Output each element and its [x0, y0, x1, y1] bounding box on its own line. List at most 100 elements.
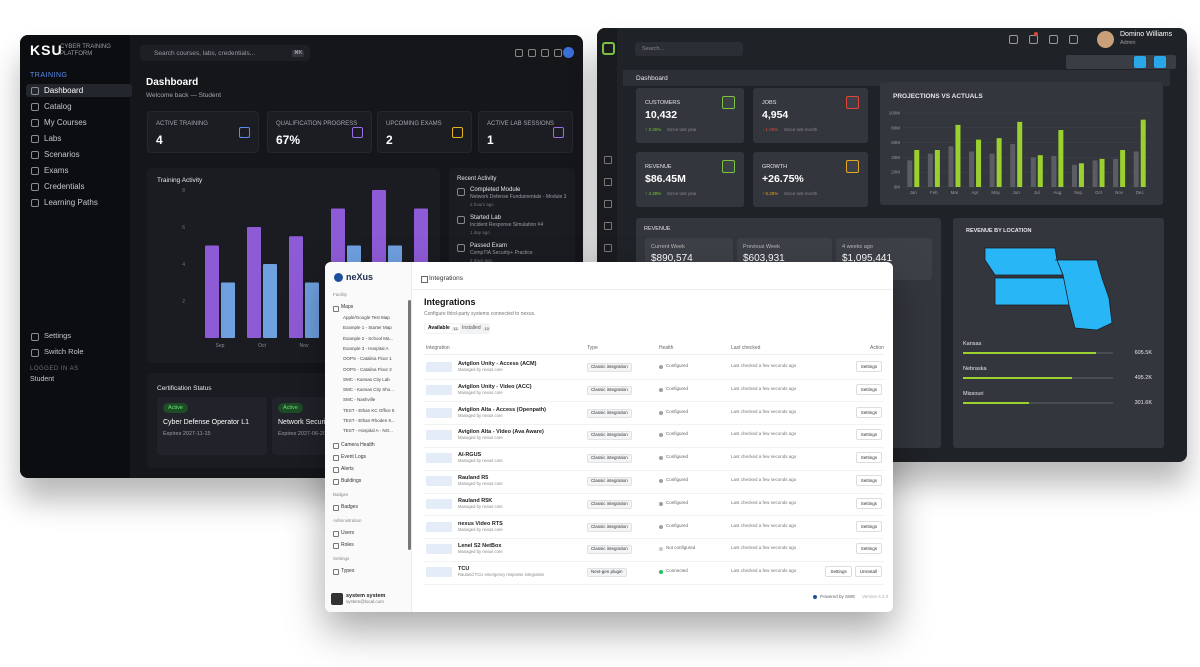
sidebar-item[interactable]: Roles: [341, 541, 354, 548]
search-box[interactable]: [635, 42, 743, 56]
sidebar-item[interactable]: Camera Health: [341, 441, 375, 448]
map-item[interactable]: TEST - Ethan KC Office 5: [343, 407, 395, 413]
action-button[interactable]: Settings: [855, 361, 882, 372]
filter-button[interactable]: [1134, 56, 1146, 68]
sidebar-icon[interactable]: [604, 156, 612, 164]
sidebar-icon[interactable]: [604, 244, 612, 252]
integration-type: Classic integration: [587, 385, 632, 395]
toolbar-icon[interactable]: [528, 49, 536, 57]
location-value: 605.5K: [1134, 350, 1152, 356]
map-item[interactable]: TEST - Ethan Rhoden K...: [343, 418, 396, 423]
map-item[interactable]: Example 3 - Hospital A: [343, 345, 389, 351]
kpi-since: Since last year: [667, 191, 697, 196]
footer-nav-item[interactable]: Switch Role: [44, 347, 84, 356]
training-dashboard: KSU CYBER TRAINING PLATFORM TRAINING Dashbo…: [20, 35, 583, 478]
sidebar-icon[interactable]: [604, 222, 612, 230]
nav-item[interactable]: Dashboard: [44, 85, 84, 95]
search-box[interactable]: [140, 45, 310, 61]
toolbar-icon[interactable]: [1029, 35, 1038, 44]
kpi-icon: [846, 96, 859, 109]
page-subtitle: Configure third-party systems connected …: [424, 311, 536, 317]
action-button[interactable]: Settings: [855, 543, 882, 555]
integration-logo: [426, 567, 452, 578]
cert-expires: Expires 2027-11-15: [163, 431, 211, 437]
scrollbar: [408, 300, 411, 550]
action-button[interactable]: Settings: [855, 520, 882, 532]
sidebar-item[interactable]: Badges: [341, 503, 358, 510]
action-button[interactable]: Uninstall: [854, 566, 882, 578]
avatar[interactable]: [1097, 31, 1114, 48]
last-checked: Last checked a few seconds ago: [731, 454, 797, 460]
breadcrumb: Integrations: [429, 275, 463, 282]
map-item[interactable]: Apple/Google Test Map: [343, 315, 390, 320]
filter-button[interactable]: [1154, 56, 1166, 68]
sidebar-icon[interactable]: [604, 200, 612, 208]
sidebar-item[interactable]: Event Logs: [341, 453, 367, 460]
map-item[interactable]: TEST - Hospital A - NO...: [343, 428, 393, 434]
tab-label[interactable]: Installed: [462, 325, 481, 331]
column-header: Health: [659, 345, 674, 351]
action-button[interactable]: Settings: [855, 429, 882, 441]
tab-label[interactable]: Available: [428, 325, 450, 331]
row-rule: [424, 446, 884, 448]
map-item[interactable]: OOPS - Catalina Floor 1: [343, 356, 392, 362]
stat-value: 4: [156, 133, 163, 147]
integration-logo: [426, 544, 452, 555]
nav-item[interactable]: Scenarios: [44, 149, 80, 159]
sidebar-icon: [333, 305, 339, 312]
toolbar-icon[interactable]: [554, 49, 562, 57]
action-button[interactable]: Settings: [855, 497, 882, 509]
row-rule: [424, 424, 884, 426]
tab-active-bg[interactable]: [425, 324, 460, 333]
sidebar-heading: Settings: [333, 555, 350, 561]
avatar[interactable]: [563, 47, 574, 58]
nav-item[interactable]: Labs: [44, 133, 62, 143]
revenue-title: REVENUE: [644, 226, 671, 232]
nav-item[interactable]: Exams: [44, 165, 69, 175]
kpi-since: Since last year: [667, 127, 697, 132]
stat-label: ACTIVE LAB SESSIONS: [487, 121, 555, 127]
breadcrumb-icon: [421, 276, 428, 283]
integration-logo: [426, 362, 452, 372]
map-item[interactable]: SMC - Kansas City Sho...: [343, 387, 395, 393]
footer-nav-item[interactable]: Settings: [44, 331, 72, 340]
map-item[interactable]: Example 2 - School Ma...: [343, 335, 394, 341]
sidebar-item[interactable]: Users: [341, 529, 355, 536]
integration-logo: [426, 430, 452, 441]
toolbar-icon[interactable]: [1069, 35, 1078, 44]
stat-label: ACTIVE TRAINING: [156, 121, 208, 127]
map-item[interactable]: Example 1 - Starter Map: [343, 325, 392, 331]
health-status: Configured: [666, 363, 689, 368]
nav-item[interactable]: Catalog: [44, 101, 72, 111]
sidebar-item[interactable]: Buildings: [341, 477, 362, 484]
recent-item-desc: CompTIA Security+ Practice: [470, 250, 533, 256]
health-dot: [659, 524, 663, 529]
map-item[interactable]: OOPS - Catalina Floor 2: [343, 366, 392, 372]
toolbar-icon[interactable]: [541, 49, 549, 57]
sidebar-item[interactable]: Maps: [341, 304, 354, 310]
sidebar-icon: [333, 443, 339, 450]
action-button[interactable]: Settings: [825, 566, 852, 578]
recent-item-desc: Incident Response Simulation #4: [470, 222, 544, 228]
nav-item[interactable]: My Courses: [44, 117, 87, 127]
nav-item[interactable]: Credentials: [44, 181, 85, 191]
map-item[interactable]: SMC - Kansas City Lab: [343, 376, 390, 382]
action-button[interactable]: Settings: [855, 475, 882, 486]
map-item[interactable]: SMC - Nashville: [343, 397, 376, 403]
page-title: Integrations: [424, 297, 476, 307]
action-button[interactable]: Settings: [855, 452, 882, 464]
sidebar-icon[interactable]: [604, 178, 612, 186]
health-status: Configured: [666, 385, 689, 391]
sidebar-item[interactable]: Types: [341, 567, 355, 574]
toolbar-icon[interactable]: [1009, 35, 1018, 44]
sidebar-item[interactable]: Alerts: [341, 465, 354, 472]
health-dot: [659, 365, 663, 369]
action-button[interactable]: Settings: [855, 383, 882, 395]
stat-label: QUALIFICATION PROGRESS: [276, 121, 358, 127]
nav-item[interactable]: Learning Paths: [44, 197, 98, 207]
toolbar-icon[interactable]: [515, 49, 523, 57]
row-rule: [424, 469, 884, 471]
toolbar-icon[interactable]: [1049, 35, 1058, 44]
action-button[interactable]: Settings: [855, 406, 882, 418]
row-rule: [424, 583, 884, 585]
